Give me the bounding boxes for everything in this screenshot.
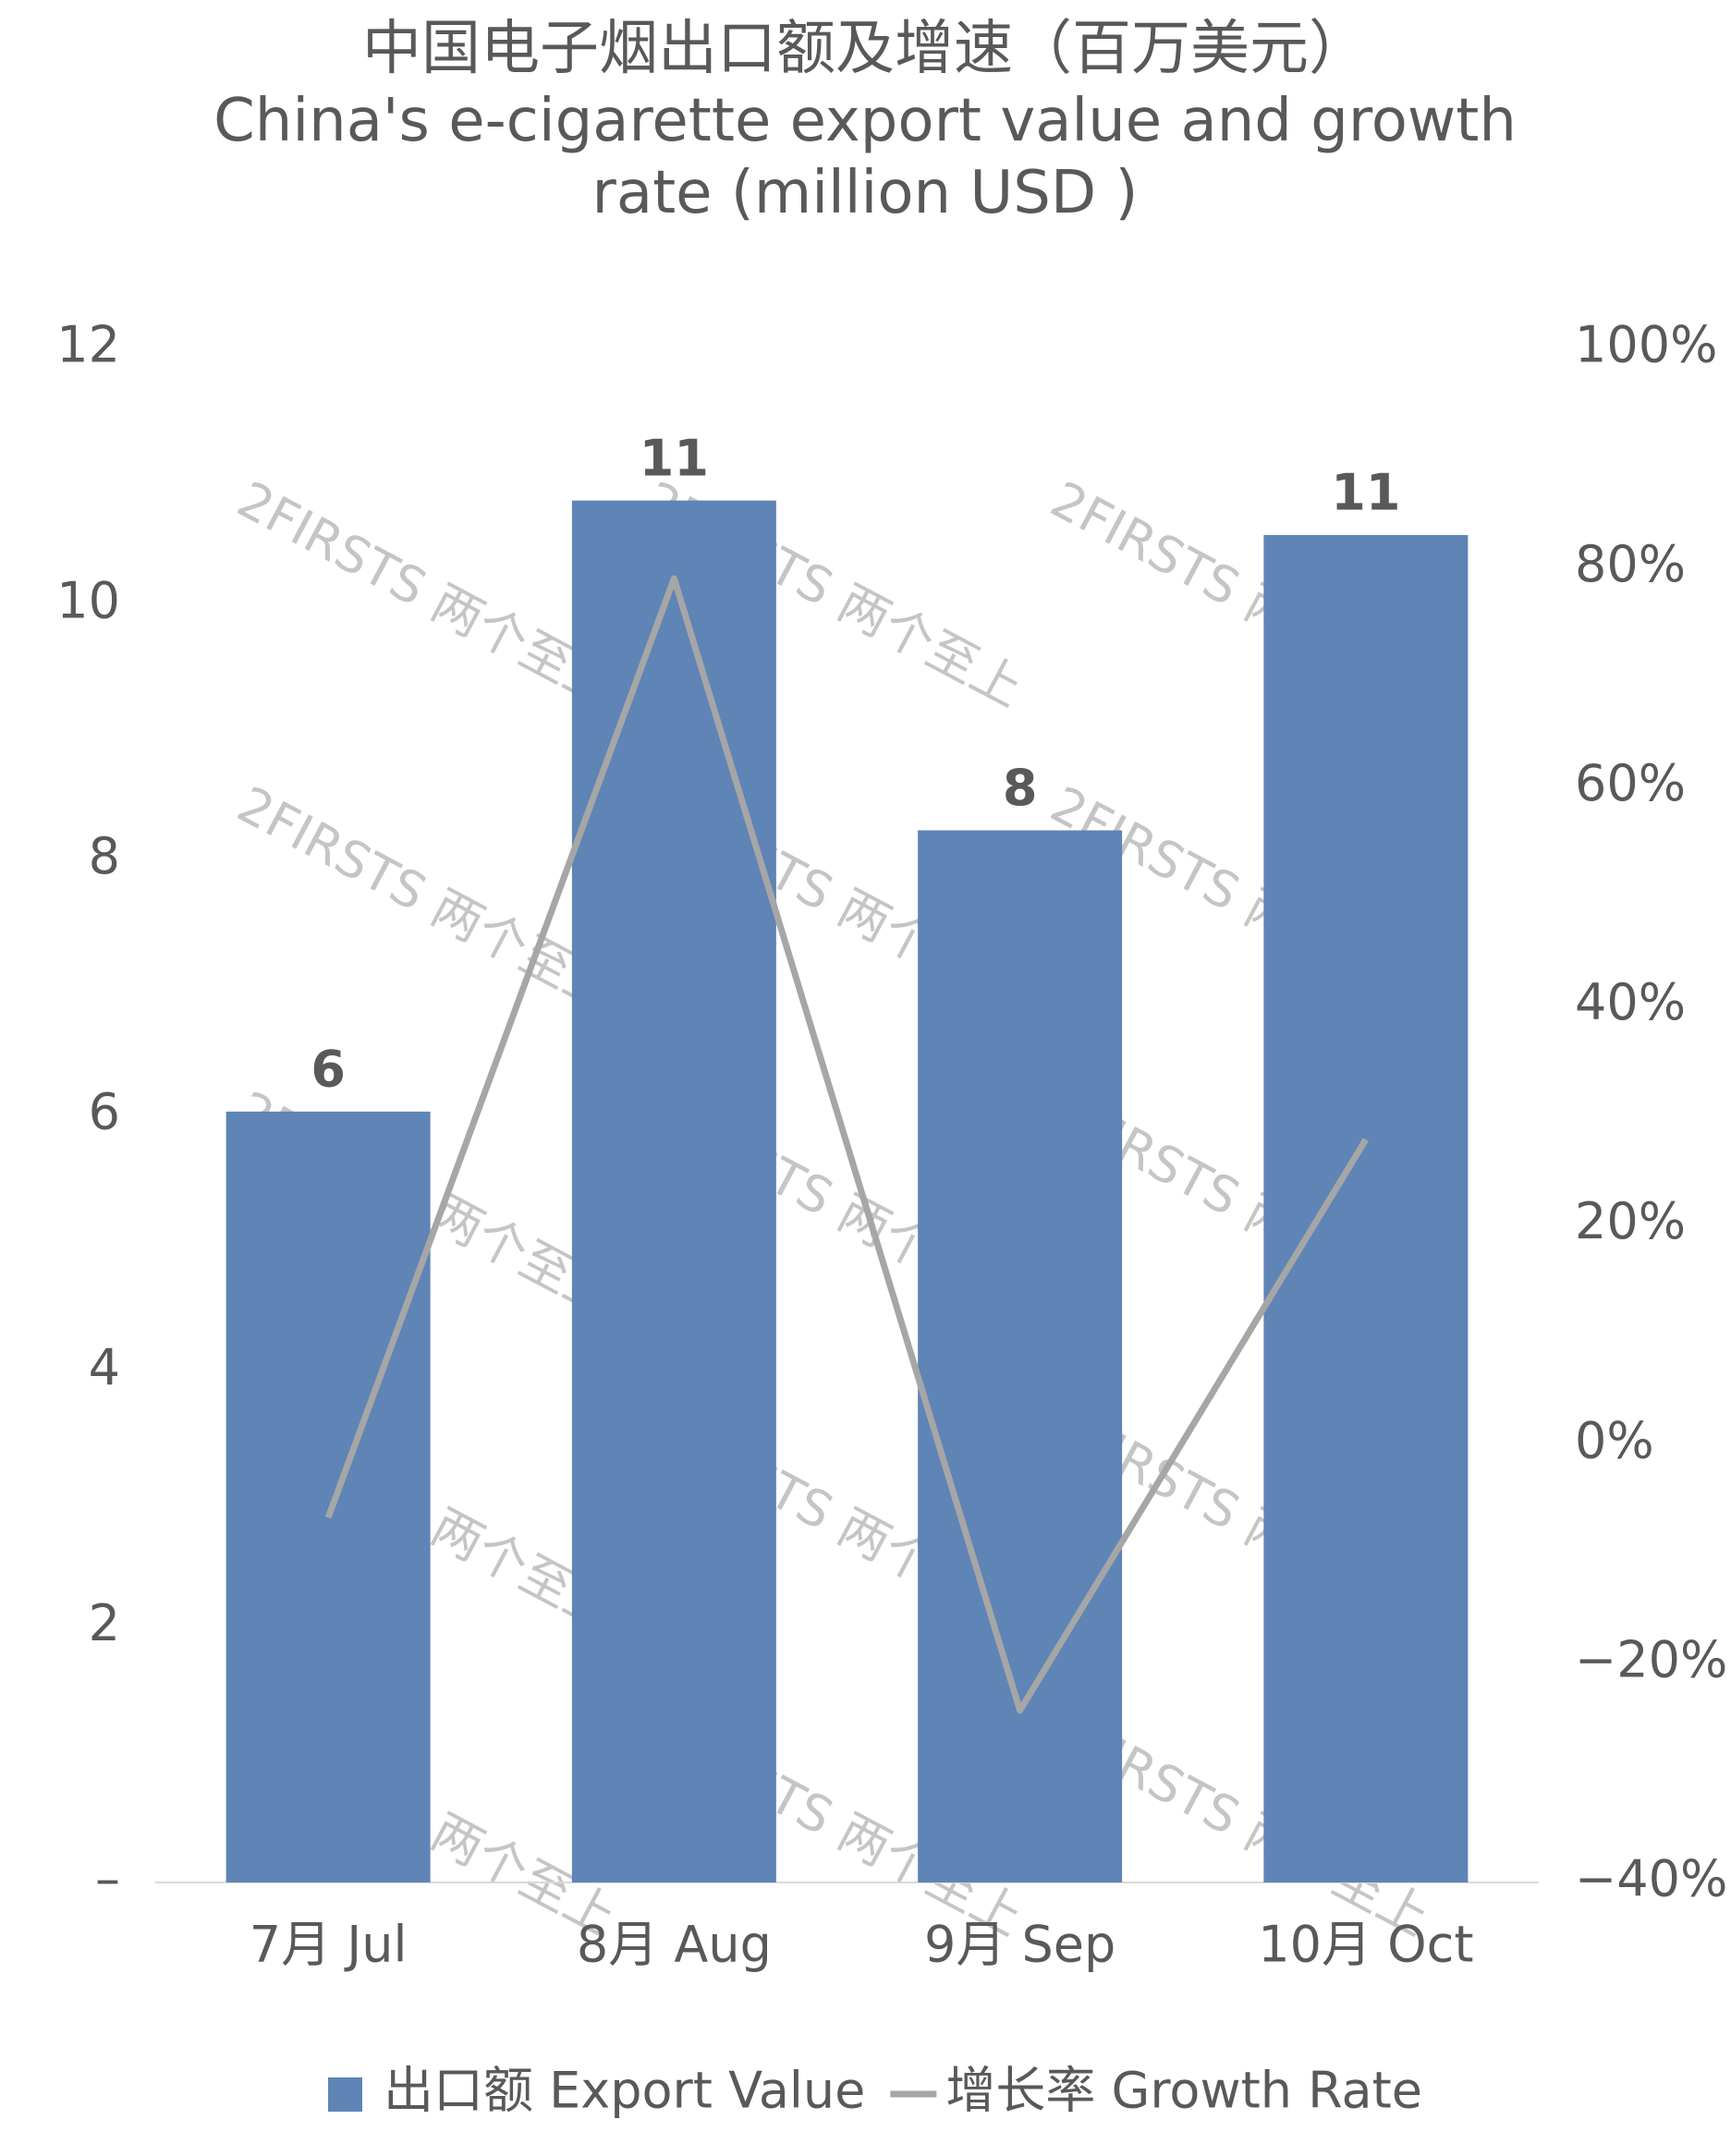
watermark: 2FIRSTS 两个至上 [228, 470, 626, 719]
legend-label: 增长率 Growth Rate [945, 2062, 1422, 2120]
x-tick-label: 7月 Jul [250, 1916, 408, 1974]
data-label: 8 [1003, 759, 1038, 817]
y-tick-label: 8 [89, 827, 120, 885]
watermark: 2FIRSTS 两个至上 [228, 775, 626, 1024]
y2-tick-label: 20% [1575, 1192, 1686, 1250]
chart-subtitle: China's e-cigarette export value and gro… [213, 87, 1517, 227]
y-tick-label: 4 [89, 1338, 120, 1396]
y-tick-label: – [95, 1850, 120, 1908]
title-block: 中国电子烟出口额及增速（百万美元） China's e-cigarette ex… [190, 13, 1540, 229]
x-tick-label: 8月 Aug [577, 1916, 772, 1974]
bar [226, 1111, 431, 1882]
line [324, 575, 1369, 1714]
y2-tick-label: 80% [1575, 535, 1686, 593]
y-tick-label: 2 [89, 1594, 120, 1652]
data-label: 6 [311, 1040, 346, 1098]
x-tick-label: 9月 Sep [924, 1916, 1115, 1974]
y2-tick-label: −20% [1575, 1630, 1727, 1688]
x-tick-label: 10月 Oct [1258, 1916, 1473, 1974]
y2-tick-label: 0% [1575, 1411, 1654, 1469]
chart-title: 中国电子烟出口额及增速（百万美元） [362, 15, 1368, 83]
data-label: 11 [1331, 464, 1400, 522]
y2-tick-label: 40% [1575, 973, 1686, 1031]
y-tick-label: 6 [89, 1083, 120, 1141]
data-label: 11 [640, 429, 709, 487]
legend-swatch [328, 2077, 362, 2112]
legend-label: 出口额 Export Value [384, 2062, 865, 2120]
y2-tick-label: 60% [1575, 754, 1686, 812]
bar [571, 500, 776, 1882]
y-tick-label: 12 [56, 316, 120, 374]
y-tick-label: 10 [56, 571, 120, 629]
y2-tick-label: 100% [1575, 316, 1717, 374]
y2-tick-label: −40% [1575, 1850, 1727, 1908]
bar [918, 830, 1123, 1883]
bar [1263, 534, 1469, 1882]
